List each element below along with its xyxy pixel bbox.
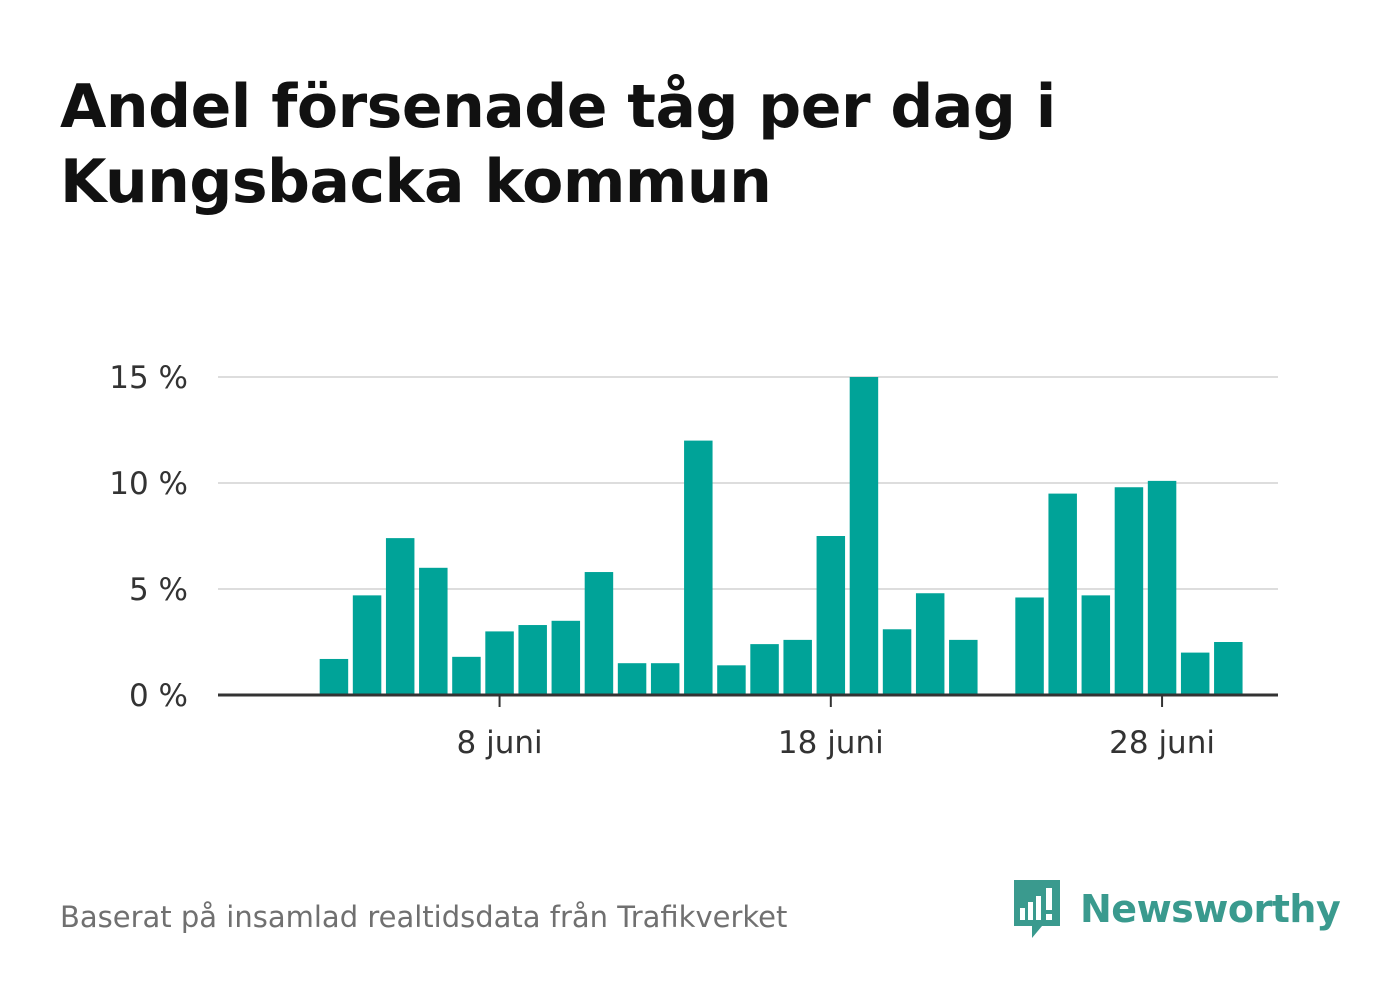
bar <box>319 658 349 695</box>
y-tick-label: 15 % <box>109 360 188 396</box>
bar <box>949 639 978 695</box>
bars <box>319 377 1243 695</box>
brand-logo: Newsworthy <box>1012 878 1341 940</box>
bar <box>1214 642 1243 695</box>
bar <box>1114 487 1144 695</box>
bar <box>684 440 713 695</box>
bar <box>352 595 382 695</box>
x-tick-label: 18 juni <box>778 725 884 761</box>
bar <box>551 620 581 695</box>
bar <box>717 665 746 695</box>
bar <box>1180 652 1210 695</box>
bar <box>584 572 614 695</box>
bar <box>915 593 945 695</box>
bar <box>650 663 680 695</box>
bar <box>1048 493 1077 695</box>
bar <box>485 631 514 695</box>
bar <box>419 567 448 695</box>
source-note: Baserat på insamlad realtidsdata från Tr… <box>60 900 788 934</box>
y-tick-labels: 0 % 5 % 10 % 15 % <box>109 360 188 714</box>
x-tick-label: 8 juni <box>457 725 543 761</box>
bar <box>1015 597 1044 695</box>
chart-title: Andel försenade tåg per dag i Kungsbacka… <box>60 72 1056 217</box>
bar <box>783 639 812 695</box>
x-tick-labels: 8 juni 18 juni 28 juni <box>457 725 1215 761</box>
axes <box>218 693 1278 707</box>
bar <box>617 663 647 695</box>
x-tick-label: 28 juni <box>1109 725 1215 761</box>
bar <box>1147 480 1177 695</box>
bar <box>882 629 912 695</box>
bar <box>452 656 481 695</box>
bar <box>816 536 846 695</box>
bar-chart-speech-bubble-icon <box>1014 880 1060 938</box>
y-tick-label: 5 % <box>129 572 188 608</box>
bar <box>849 377 879 695</box>
brand-name: Newsworthy <box>1080 887 1341 931</box>
y-tick-label: 0 % <box>129 678 188 714</box>
y-tick-label: 10 % <box>109 466 188 502</box>
bar <box>750 644 779 695</box>
bar <box>1081 595 1111 695</box>
bar <box>385 538 415 695</box>
bar <box>518 625 547 695</box>
